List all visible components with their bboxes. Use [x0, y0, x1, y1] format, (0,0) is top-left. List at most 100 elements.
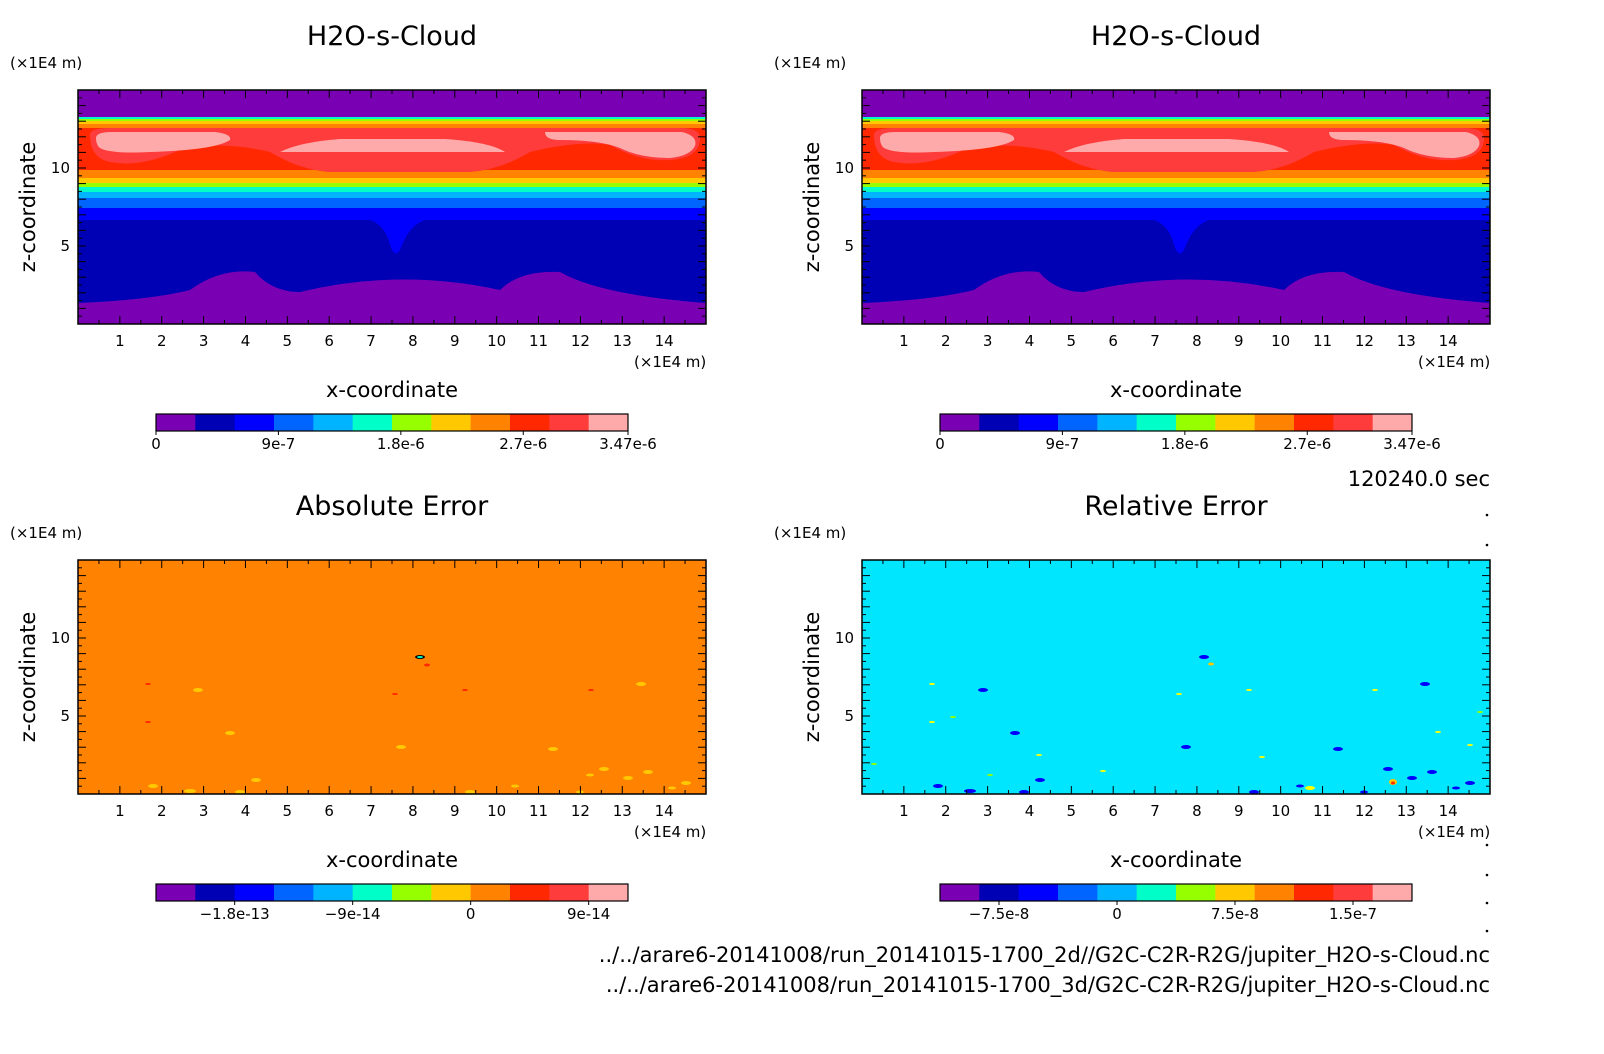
speck-yellow — [1435, 731, 1441, 733]
x-tick-label: 1 — [115, 332, 125, 350]
level-lime-top — [78, 119, 706, 121]
x-tick-label: 6 — [1108, 332, 1118, 350]
y-tick-label: 5 — [844, 707, 854, 725]
speck-amber — [465, 790, 475, 794]
colorbar-swatch — [392, 884, 432, 901]
colorbar-frame — [155, 883, 629, 902]
error-specks — [871, 655, 1483, 794]
x-ticks: 1 2 3 4 5 6 7 8 9 10 11 12 13 14 — [882, 90, 1470, 350]
level-amber-top — [862, 121, 1490, 124]
x-tick-label: 5 — [283, 332, 293, 350]
edge-dots — [1485, 513, 1489, 933]
speck-red — [392, 693, 398, 695]
x-ticks: 1 2 3 4 5 6 7 8 9 10 11 12 13 14 — [98, 560, 686, 820]
y-ticks: 5 10 — [51, 567, 706, 787]
dot — [1485, 929, 1489, 933]
speck-lime — [1477, 711, 1483, 713]
colorbar-swatch — [156, 884, 196, 901]
x-tick-label: 2 — [157, 332, 167, 350]
colorbar-swatch — [510, 414, 550, 431]
x-tick-label: 14 — [1439, 332, 1458, 350]
x-unit-label: (×1E4 m) — [634, 823, 706, 841]
x-tick-label: 3 — [199, 802, 209, 820]
colorbar-swatch — [1097, 884, 1138, 901]
x-tick-label: 13 — [613, 802, 632, 820]
y-tick-label: 10 — [835, 159, 854, 177]
colorbar-swatch — [431, 884, 472, 901]
level-amber-top — [78, 121, 706, 124]
dot — [1485, 843, 1489, 847]
colorbar-label: −9e-14 — [325, 905, 381, 923]
colorbar-label: 3.47e-6 — [1383, 435, 1441, 453]
colorbar-swatch — [1372, 884, 1413, 901]
speck-amber — [643, 770, 653, 774]
level-orange — [862, 170, 1490, 178]
colorbar-swatch — [274, 884, 314, 901]
colorbar-swatch — [352, 884, 393, 901]
level-azure — [862, 198, 1490, 208]
level-aqua-top — [862, 117, 1490, 119]
speck-amber — [511, 784, 519, 788]
colorbar-swatch — [156, 414, 196, 431]
contour-field — [78, 560, 706, 794]
speck-red — [145, 721, 151, 723]
y-tick-label: 5 — [60, 707, 70, 725]
colorbar-swatch — [195, 884, 236, 901]
y-ticks: 5 10 — [835, 567, 1490, 787]
panel-title: Relative Error — [1084, 491, 1268, 522]
colorbar: −7.5e-8 0 7.5e-8 1.5e-7 — [939, 883, 1413, 923]
x-tick-label: 4 — [241, 332, 251, 350]
x-tick-label: 4 — [1025, 802, 1035, 820]
colorbar-swatch — [352, 414, 393, 431]
colorbar-swatch — [234, 414, 275, 431]
speck-blue — [964, 789, 976, 793]
x-tick-label: 5 — [283, 802, 293, 820]
speck-blue — [933, 784, 943, 788]
x-tick-label: 11 — [529, 802, 548, 820]
colorbar-label: 9e-7 — [1046, 435, 1080, 453]
speck-red — [462, 689, 468, 691]
colorbar-label: 1.8e-6 — [1161, 435, 1209, 453]
x-tick-label: 1 — [115, 802, 125, 820]
colorbar-swatch — [313, 414, 354, 431]
colorbar-swatch — [431, 414, 472, 431]
speck-lime — [950, 716, 956, 718]
colorbar: 0 9e-7 1.8e-6 2.7e-6 3.47e-6 — [151, 413, 657, 453]
x-tick-label: 9 — [450, 332, 460, 350]
colorbar-swatch — [1176, 414, 1216, 431]
level-blue — [78, 208, 706, 254]
colorbar-swatch — [392, 414, 432, 431]
colorbar: 0 9e-7 1.8e-6 2.7e-6 3.47e-6 — [935, 413, 1441, 453]
speck-red — [1391, 781, 1395, 785]
speck-yellow — [1259, 756, 1265, 758]
panel-title: Absolute Error — [296, 491, 489, 522]
colorbar-swatch — [549, 414, 590, 431]
panel-title: H2O-s-Cloud — [307, 21, 477, 52]
speck-lime — [871, 763, 877, 765]
speck-yellow — [1100, 770, 1106, 772]
x-tick-label: 1 — [899, 332, 909, 350]
x-tick-label: 11 — [529, 332, 548, 350]
speck-red — [588, 689, 594, 691]
colorbar-swatch — [1294, 414, 1334, 431]
x-unit-label: (×1E4 m) — [634, 353, 706, 371]
colorbar-label: 1.5e-7 — [1329, 905, 1377, 923]
x-tick-label: 7 — [366, 332, 376, 350]
colorbar-swatch — [234, 884, 275, 901]
level-sky — [862, 192, 1490, 198]
speck-red — [424, 663, 430, 667]
speck-yellow — [1176, 693, 1182, 695]
speck-blue — [1035, 778, 1045, 782]
x-tick-label: 10 — [1271, 802, 1290, 820]
x-tick-label: 10 — [487, 332, 506, 350]
colorbar-swatch — [1215, 884, 1256, 901]
x-tick-label: 12 — [1355, 332, 1374, 350]
colorbar: −1.8e-13 −9e-14 0 9e-14 — [155, 883, 629, 923]
level-orange-top — [78, 124, 706, 128]
level-navy — [862, 220, 1490, 303]
level-aqua — [862, 187, 1490, 192]
x-axis-label: x-coordinate — [1110, 378, 1242, 402]
level-pink-right — [545, 132, 696, 158]
speck-blue — [1427, 770, 1437, 774]
x-tick-label: 12 — [571, 802, 590, 820]
